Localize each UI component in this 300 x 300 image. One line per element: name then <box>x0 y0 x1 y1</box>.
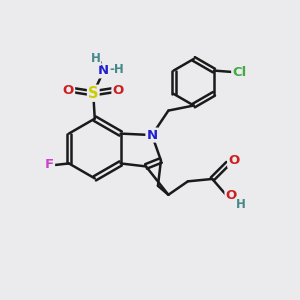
Text: O: O <box>63 84 74 97</box>
Text: S: S <box>88 86 98 101</box>
Text: O: O <box>228 154 239 167</box>
Text: N: N <box>146 129 158 142</box>
Text: O: O <box>112 84 124 97</box>
Text: F: F <box>45 158 54 171</box>
Text: H: H <box>90 52 100 65</box>
Text: Cl: Cl <box>232 66 247 79</box>
Text: O: O <box>226 190 237 202</box>
Text: N: N <box>98 64 109 77</box>
Text: -H: -H <box>109 63 124 76</box>
Text: H: H <box>236 197 246 211</box>
